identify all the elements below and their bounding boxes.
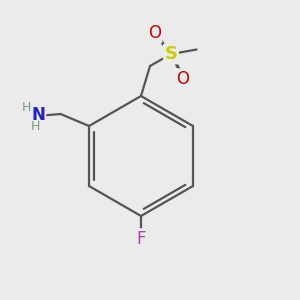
- Text: H: H: [22, 100, 31, 114]
- Text: F: F: [136, 230, 146, 247]
- Text: O: O: [176, 70, 190, 88]
- Text: N: N: [31, 106, 45, 124]
- Text: H: H: [30, 119, 40, 133]
- Text: S: S: [164, 45, 178, 63]
- Text: O: O: [148, 24, 161, 42]
